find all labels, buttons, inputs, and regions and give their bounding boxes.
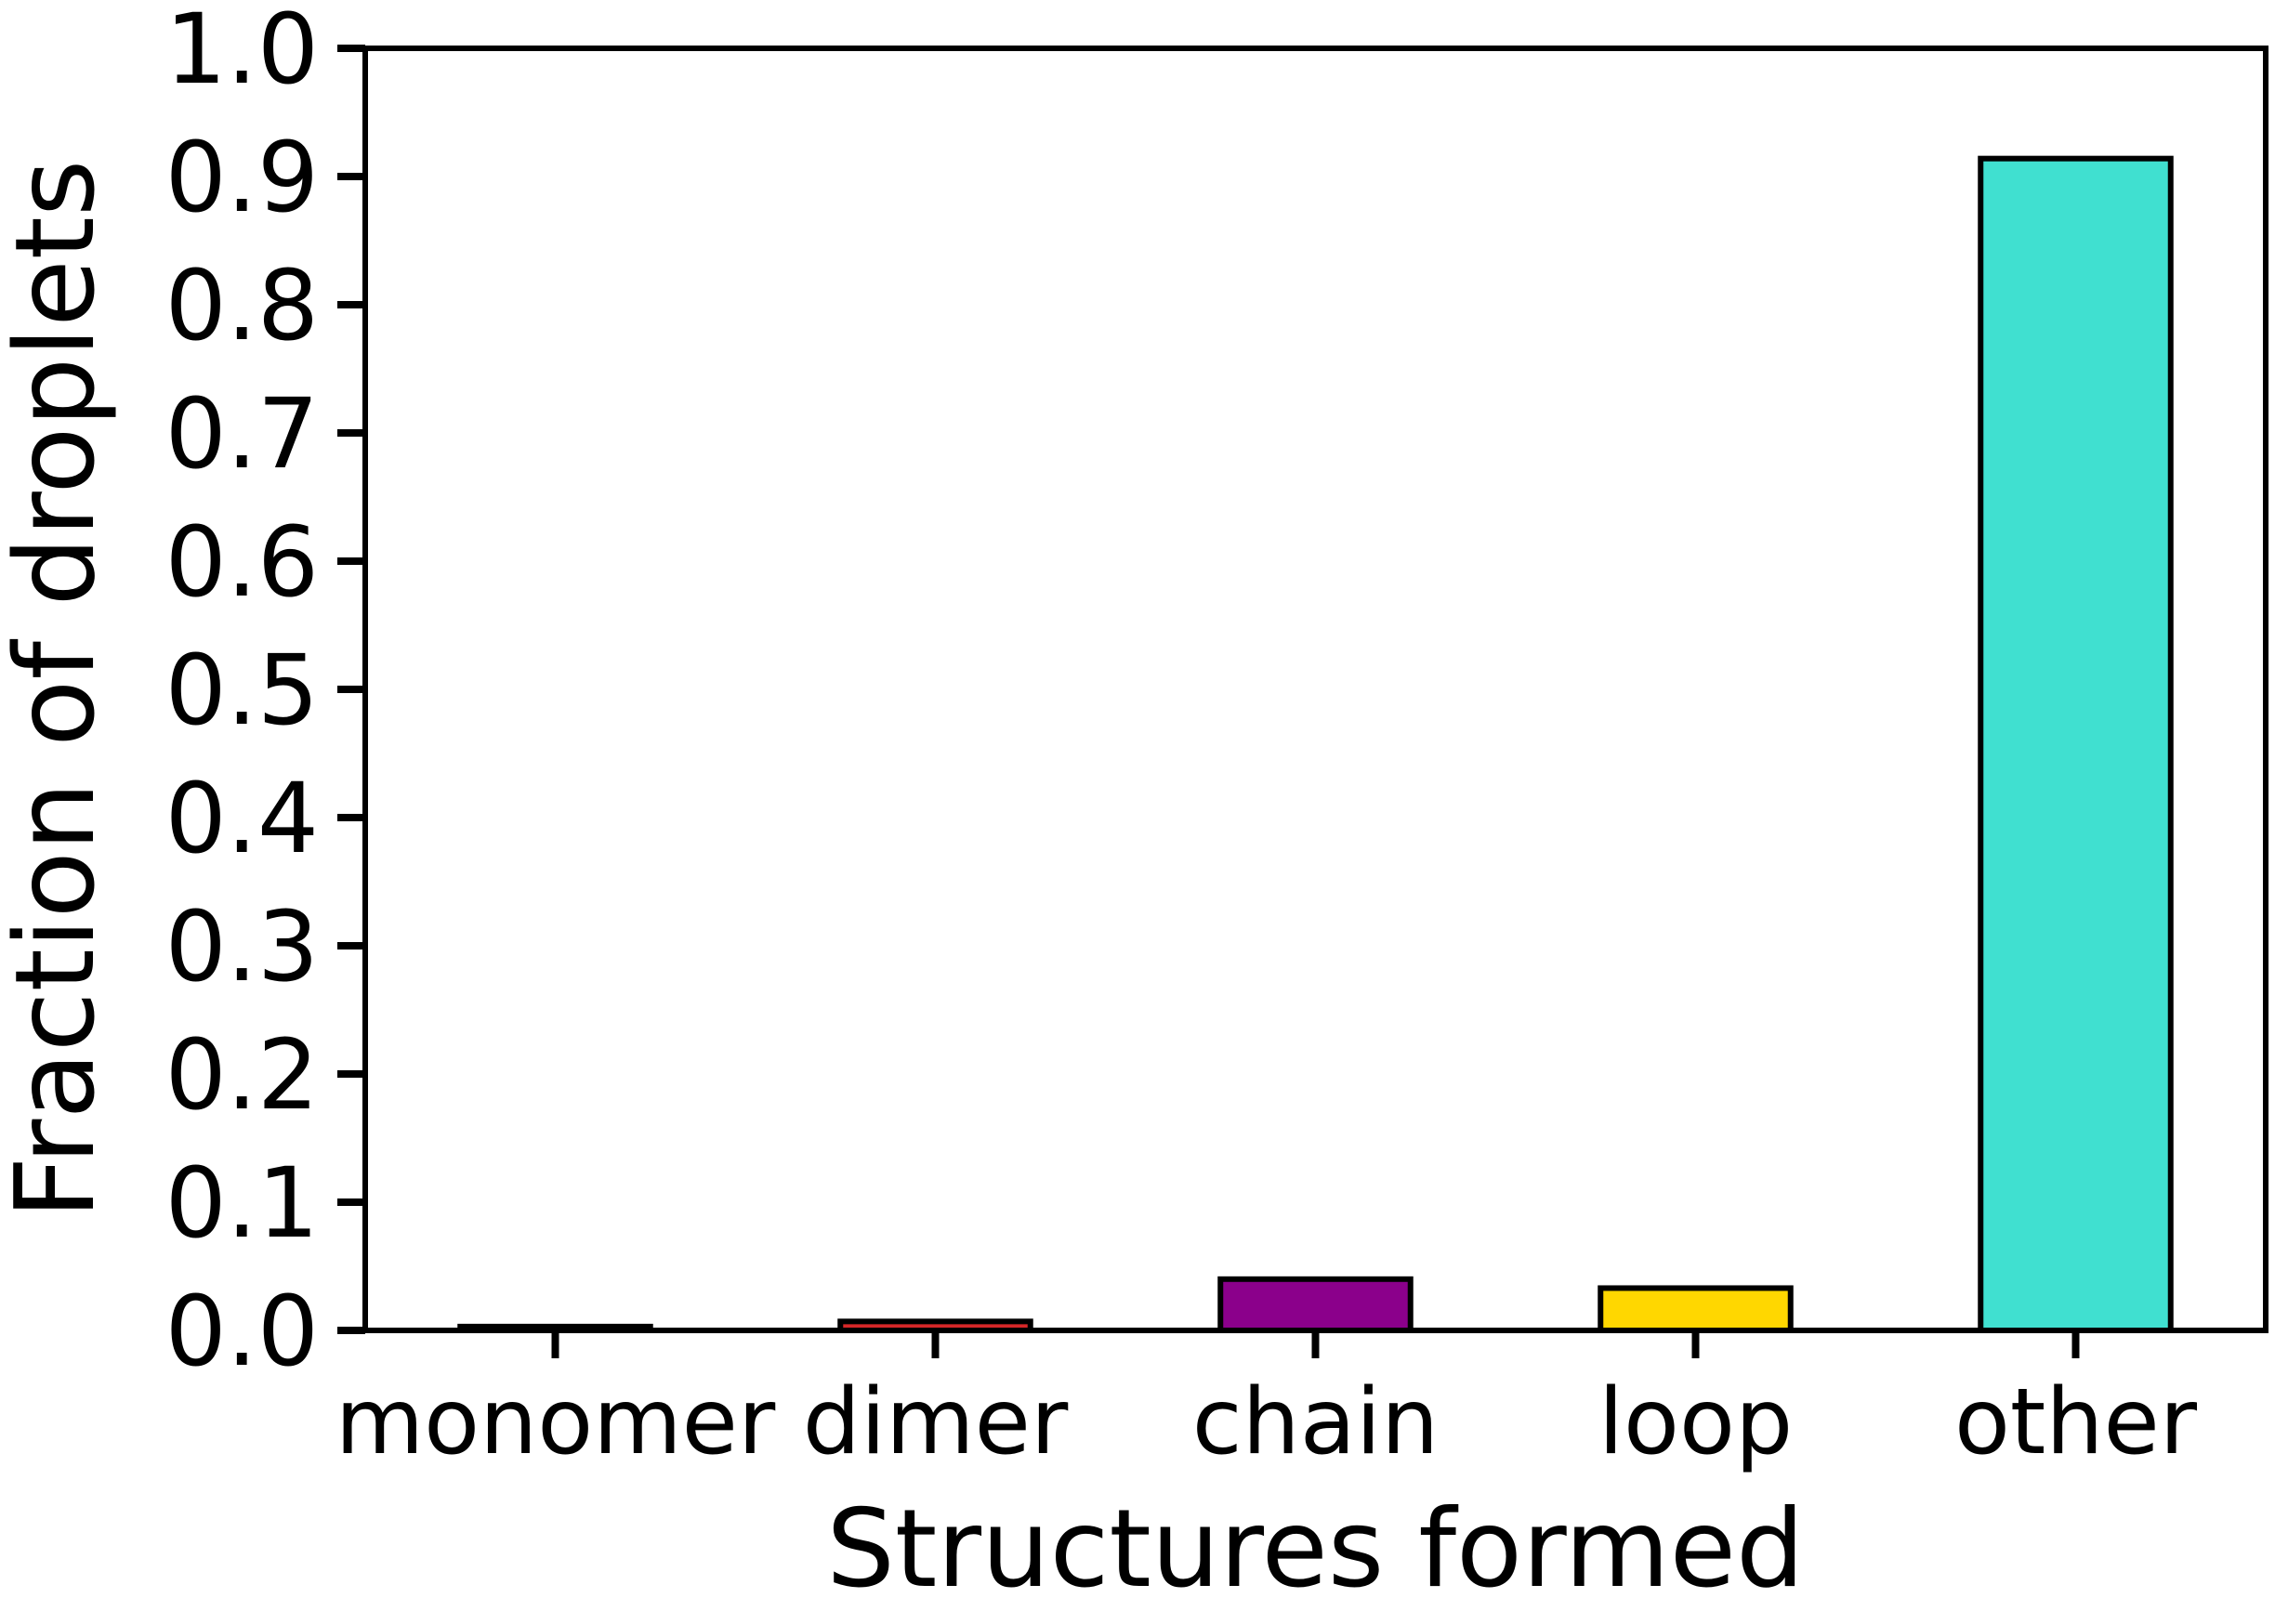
- x-tick-label-other: other: [1954, 1369, 2198, 1475]
- x-tick-label-loop: loop: [1598, 1369, 1793, 1475]
- y-tick-label-0.0: 0.0: [165, 1275, 319, 1388]
- y-tick-label-0.1: 0.1: [165, 1146, 319, 1260]
- y-tick-label-0.4: 0.4: [165, 762, 319, 875]
- x-tick-label-chain: chain: [1192, 1369, 1439, 1475]
- bars-layer: [457, 155, 2174, 1334]
- x-tick-label-dimer: dimer: [803, 1369, 1069, 1475]
- x-axis-title: Structures formed: [826, 1486, 1804, 1612]
- x-ticks-layer: monomer dimer chain loop other: [335, 1330, 2198, 1475]
- bar-loop: [1598, 1285, 1794, 1333]
- y-tick-label-0.3: 0.3: [165, 890, 319, 1003]
- y-axis-title: Fraction of droplets: [0, 160, 119, 1220]
- plot-frame: [362, 46, 2268, 1333]
- y-tick-label-0.8: 0.8: [165, 249, 319, 362]
- bar-chain: [1217, 1276, 1414, 1334]
- y-tick-label-1.0: 1.0: [165, 0, 319, 106]
- y-tick-label-0.7: 0.7: [165, 377, 319, 491]
- y-tick-label-0.2: 0.2: [165, 1018, 319, 1132]
- x-tick-label-monomer: monomer: [335, 1369, 776, 1475]
- bar-other: [1978, 155, 2174, 1333]
- y-tick-label-0.6: 0.6: [165, 505, 319, 619]
- y-ticks-layer: 0.0 0.1 0.2 0.3 0.4 0.5 0.6 0.7 0.8 0.9 1.0: [165, 0, 365, 1388]
- y-tick-label-0.9: 0.9: [165, 121, 319, 234]
- y-tick-label-0.5: 0.5: [165, 634, 319, 747]
